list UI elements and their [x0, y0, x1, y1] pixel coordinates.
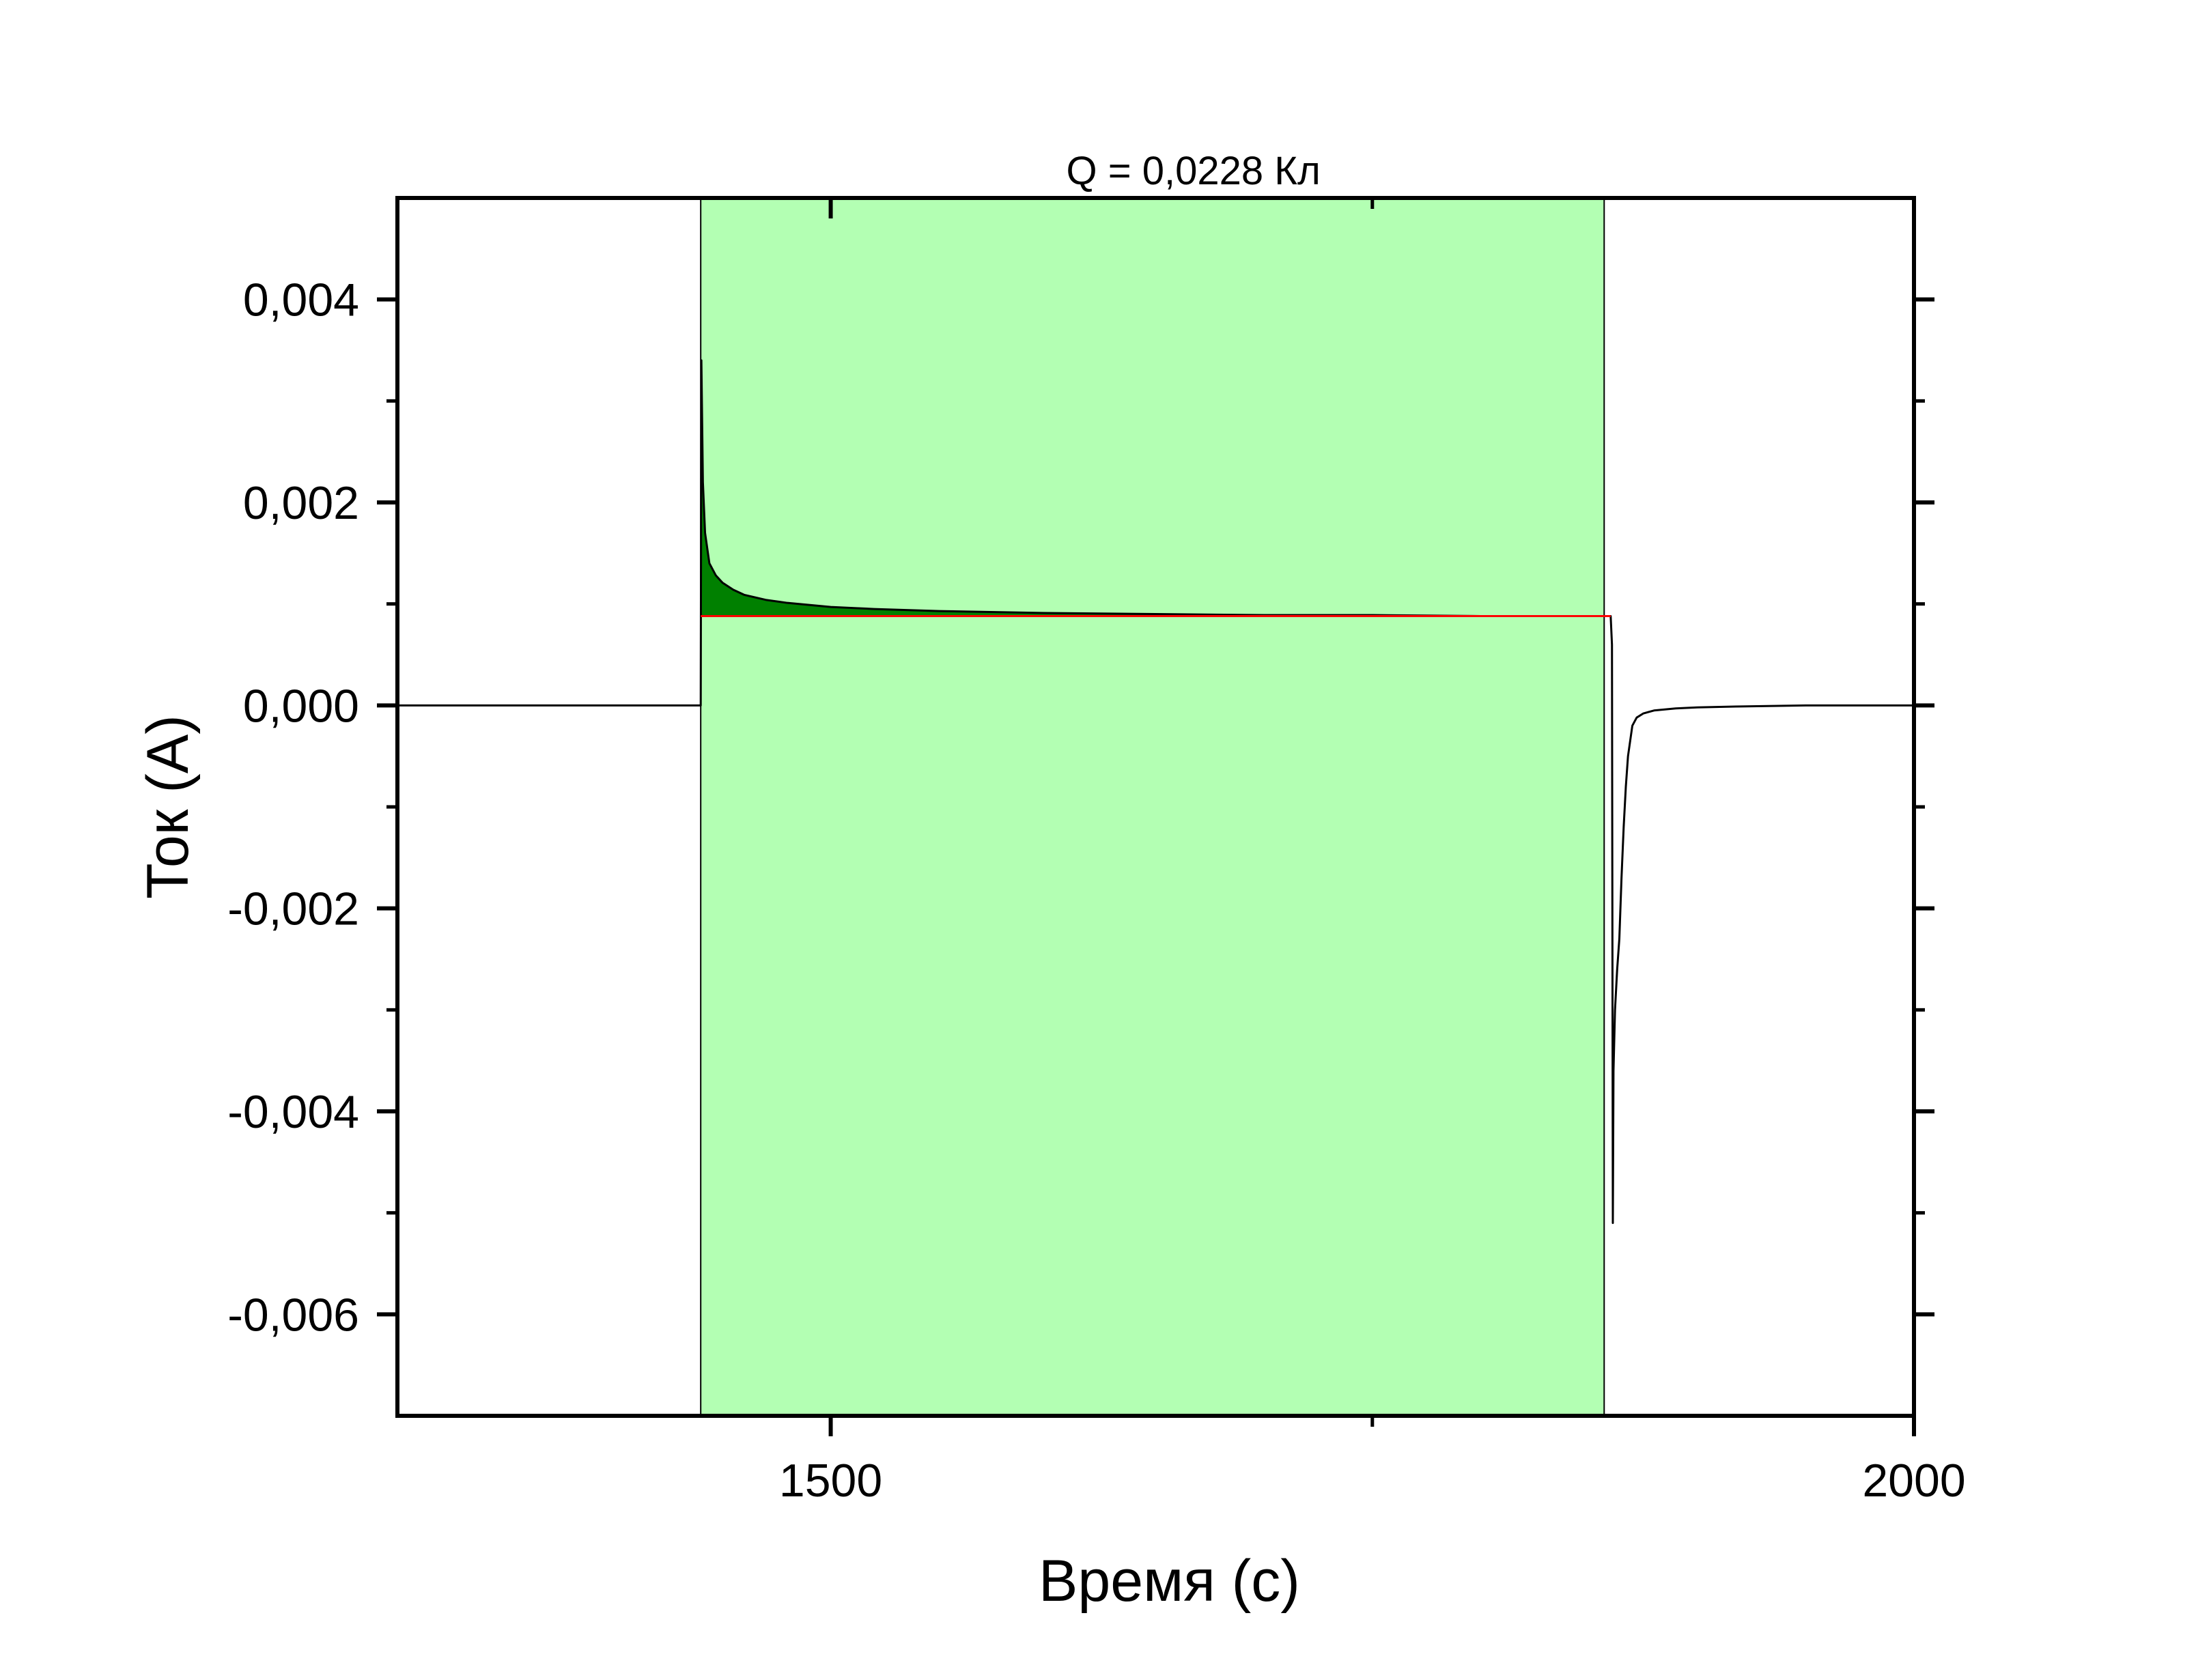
y-tick-label: 0,002 [243, 477, 359, 529]
x-tick-label: 1500 [779, 1455, 882, 1507]
series-layer [397, 359, 1914, 1225]
y-tick-label: 0,000 [243, 680, 359, 732]
x-tick-label: 2000 [1862, 1455, 1965, 1507]
y-tick-label: -0,006 [227, 1289, 359, 1341]
y-tick-label: -0,002 [227, 883, 359, 935]
integration-label: Q = 0,0228 Кл [1067, 149, 1321, 193]
integration-region [700, 197, 1605, 1416]
y-tick-label: 0,004 [243, 274, 359, 326]
x-axis-title: Время (с) [1039, 1548, 1300, 1614]
integration-region-band [700, 197, 1605, 1416]
y-axis-title: Ток (А) [135, 715, 201, 899]
y-tick-label: -0,004 [227, 1086, 359, 1138]
tick-layer: 0,004 0,002 0,000 -0,002 -0,004 -0,006 1500 200… [227, 198, 1966, 1507]
